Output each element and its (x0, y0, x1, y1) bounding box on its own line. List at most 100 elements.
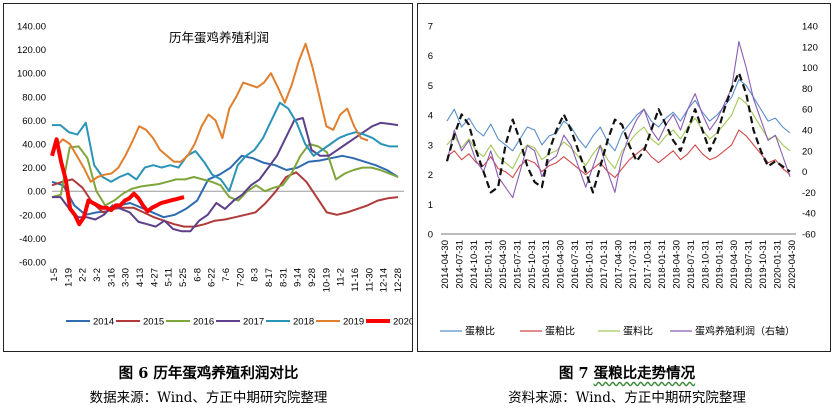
x-tick-label: 7-20 (235, 268, 246, 287)
x-tick-label: 2018-07-31 (686, 240, 697, 289)
x-tick-label: 10-19 (321, 268, 332, 292)
y-left-tick-label: 0 (428, 230, 433, 241)
y-right-tick-label: 80 (802, 84, 813, 95)
chart-title: 历年蛋鸡养殖利润 (169, 30, 269, 45)
y-right-tick-label: 40 (802, 126, 813, 137)
y-left-tick-label: 4 (428, 111, 433, 122)
y-tick-label: -60.00 (19, 258, 46, 269)
y-right-tick-label: 100 (802, 63, 818, 74)
egg-grain-ratio-chart: 7 6 5 4 3 2 1 0 140 120 100 80 60 40 20 0 -20 -40 -60 2014-… (428, 22, 818, 338)
y-left-tick-label: 2 (428, 170, 433, 181)
x-tick-label: 2016-01-31 (541, 240, 552, 289)
x-tick-label: 2014-07-31 (454, 240, 465, 289)
x-tick-label: 11-30 (364, 268, 375, 292)
y-tick-label: 60.00 (22, 116, 46, 127)
series-line-2018 (52, 101, 398, 193)
x-tick-label: 1-19 (63, 268, 74, 287)
series-line-4 (446, 41, 791, 199)
legend-label-2016: 2016 (193, 317, 214, 328)
x-tick-label: 9-28 (307, 268, 318, 287)
x-tick-label: 2015-07-31 (512, 240, 523, 289)
series-line-2 (446, 129, 791, 179)
left-caption-source: 数据来源：Wind、方正中期研究院整理 (89, 390, 328, 406)
x-tick-label: 2016-10-31 (585, 240, 596, 289)
left-chart-panel: 140.00 120.00 100.00 80.00 60.00 40.00 20.00 0.… (3, 3, 413, 352)
legend-label-3: 蛋料比 (623, 325, 653, 338)
x-tick-label: 2016-07-31 (570, 240, 581, 289)
x-tick-label: 2014-10-31 (469, 240, 480, 289)
x-tick-label: 2015-04-30 (498, 240, 509, 289)
x-tick-label: 6-22 (207, 268, 218, 287)
right-caption-source: 资料来源：Wind、方正中期研究院整理 (508, 390, 746, 406)
x-tick-label: 2017-01-31 (599, 240, 610, 289)
y-tick-label: 120.00 (17, 45, 46, 56)
x-tick-label: 2016-04-30 (556, 240, 567, 289)
legend-label-2017: 2017 (243, 317, 264, 328)
series-line-3 (446, 96, 791, 170)
y-right-tick-label: 0 (802, 167, 807, 178)
y-right-tick-label: -60 (802, 230, 816, 241)
x-tick-label: 12-14 (379, 268, 390, 292)
y-right-tick-label: 20 (802, 146, 813, 157)
series-line-5 (445, 71, 791, 194)
x-tick-label: 3-16 (106, 268, 117, 287)
legend-label-2019: 2019 (343, 317, 364, 328)
x-tick-label: 2017-04-30 (614, 240, 625, 289)
legend-label-2: 蛋粕比 (545, 325, 575, 338)
right-caption-title: 图 7 蛋粮比走势情况 (417, 362, 837, 383)
y-left-tick-label: 5 (428, 81, 433, 92)
right-chart-panel: 7 6 5 4 3 2 1 0 140 120 100 80 60 40 20 0 -20 -40 -60 2014-… (417, 3, 831, 352)
x-tick-label: 2017-10-31 (642, 240, 653, 289)
y-tick-label: -20.00 (19, 210, 46, 221)
legend-label-2015: 2015 (143, 317, 164, 328)
series-line-2015 (51, 171, 399, 228)
x-tick-label: 2019-04-30 (729, 240, 740, 289)
y-left-tick-label: 6 (428, 51, 433, 62)
y-left-tick-label: 1 (428, 200, 433, 211)
x-tick-label: 2017-07-31 (628, 240, 639, 289)
x-tick-label: 2018-04-30 (671, 240, 682, 289)
legend-label-1: 蛋粮比 (465, 325, 495, 338)
x-tick-label: 2015-01-31 (483, 240, 494, 289)
x-tick-label: 6-8 (192, 268, 203, 282)
y-right-tick-label: 60 (802, 105, 813, 116)
series-line-2019 (55, 42, 369, 183)
x-tick-label: 2018-10-31 (700, 240, 711, 289)
x-tick-label: 2018-01-31 (657, 240, 668, 289)
x-tick-label: 2020-04-30 (787, 240, 798, 289)
x-tick-label: 7-6 (221, 268, 232, 282)
y-tick-label: 100.00 (17, 69, 46, 80)
y-right-tick-label: 140 (802, 22, 818, 33)
profit-comparison-chart: 140.00 120.00 100.00 80.00 60.00 40.00 20.00 0.… (17, 22, 412, 328)
x-tick-label: 8-31 (278, 268, 289, 287)
x-tick-label: 4-13 (135, 268, 146, 287)
x-tick-label: 2020-01-31 (773, 240, 784, 289)
x-tick-label: 12-28 (393, 268, 404, 292)
y-right-tick-label: -20 (802, 188, 816, 199)
y-right-tick-label: 120 (802, 42, 818, 53)
legend-label-2014: 2014 (93, 317, 114, 328)
right-caption-prefix: 图 7 (558, 365, 594, 382)
x-tick-label: 2019-10-31 (758, 240, 769, 289)
x-tick-label: 11-16 (350, 268, 361, 292)
x-tick-label: 8-17 (264, 268, 275, 287)
x-tick-label: 2019-07-31 (744, 240, 755, 289)
x-tick-label: 2014-04-30 (440, 240, 451, 289)
y-tick-label: 0.00 (28, 187, 47, 198)
y-tick-label: -40.00 (19, 234, 46, 245)
y-left-tick-label: 3 (428, 140, 433, 151)
x-tick-label: 2019-01-31 (715, 240, 726, 289)
x-tick-label: 3-30 (121, 268, 132, 287)
x-tick-label: 5-25 (178, 268, 189, 287)
y-tick-label: 20.00 (22, 163, 46, 174)
y-right-tick-label: -40 (802, 209, 816, 220)
x-tick-label: 11-2 (336, 268, 347, 286)
y-left-tick-label: 7 (428, 22, 433, 33)
y-tick-label: 80.00 (22, 92, 46, 103)
x-tick-label: 4-27 (149, 268, 160, 287)
legend-label-2018: 2018 (293, 317, 314, 328)
x-tick-label: 9-14 (293, 268, 304, 287)
y-tick-label: 40.00 (22, 140, 46, 151)
series-line-1 (446, 78, 791, 152)
x-tick-label: 3-2 (92, 268, 103, 282)
